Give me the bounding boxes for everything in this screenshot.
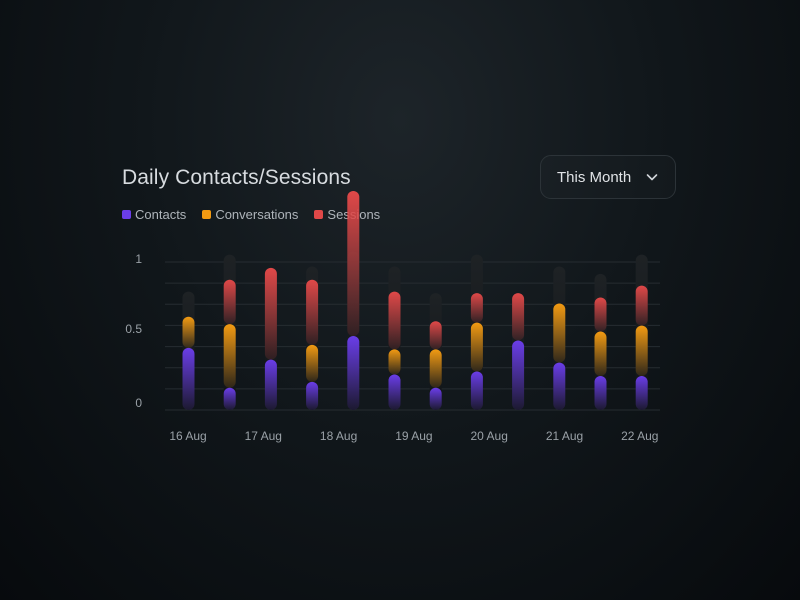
bar-conversations[interactable] [553, 303, 566, 363]
bar-conversations[interactable] [388, 349, 401, 375]
legend-swatch-conversations [202, 210, 212, 219]
bar-sessions[interactable] [388, 291, 401, 350]
y-tick-label: 0 [135, 396, 142, 410]
x-tick-label: 21 Aug [546, 429, 583, 443]
bar-contacts[interactable] [594, 375, 607, 410]
bar-conversations[interactable] [306, 344, 319, 382]
x-tick-label: 20 Aug [471, 429, 508, 443]
bar-contacts[interactable] [388, 374, 401, 410]
bar-contacts[interactable] [635, 375, 648, 410]
period-dropdown-label: This Month [557, 168, 632, 186]
bar-sessions[interactable] [594, 297, 607, 332]
bar-contacts[interactable] [429, 387, 442, 410]
bar-sessions[interactable] [635, 285, 648, 326]
chevron-down-icon [646, 174, 658, 181]
period-dropdown[interactable]: This Month [540, 155, 676, 199]
legend-swatch-sessions [314, 210, 324, 219]
bar-conversations[interactable] [429, 349, 442, 388]
bar-sessions[interactable] [470, 293, 483, 323]
bar-conversations[interactable] [470, 322, 483, 372]
bar-contacts[interactable] [553, 362, 566, 410]
legend-item-contacts[interactable]: Contacts [122, 207, 186, 222]
bar-conversations[interactable] [635, 325, 648, 376]
y-tick-label: 1 [135, 252, 142, 266]
bar-conversations[interactable] [594, 331, 607, 376]
x-tick-label: 18 Aug [320, 429, 357, 443]
x-tick-label: 16 Aug [169, 429, 206, 443]
bar-conversations[interactable] [182, 316, 195, 348]
chart-title: Daily Contacts/Sessions [122, 166, 351, 189]
x-tick-label: 19 Aug [395, 429, 432, 443]
bar-conversations[interactable] [223, 324, 236, 388]
bar-contacts[interactable] [512, 340, 525, 410]
bar-sessions[interactable] [429, 321, 442, 350]
bar-contacts[interactable] [223, 387, 236, 410]
x-tick-label: 17 Aug [245, 429, 282, 443]
legend-label-conversations: Conversations [215, 207, 299, 222]
bar-contacts[interactable] [306, 381, 319, 410]
bar-sessions[interactable] [306, 279, 319, 345]
legend-label-contacts: Contacts [135, 207, 187, 222]
bar-sessions[interactable] [223, 279, 236, 325]
y-tick-label: 0.5 [125, 322, 142, 336]
legend-swatch-contacts [122, 210, 131, 219]
bar-sessions[interactable] [264, 267, 277, 360]
bar-contacts[interactable] [347, 336, 360, 410]
bar-sessions[interactable] [347, 190, 360, 336]
bar-contacts[interactable] [264, 359, 277, 410]
bar-contacts[interactable] [182, 347, 195, 410]
legend-item-conversations[interactable]: Conversations [202, 207, 298, 222]
bar-sessions[interactable] [512, 293, 525, 341]
x-tick-label: 22 Aug [621, 429, 658, 443]
bar-contacts[interactable] [470, 371, 483, 410]
